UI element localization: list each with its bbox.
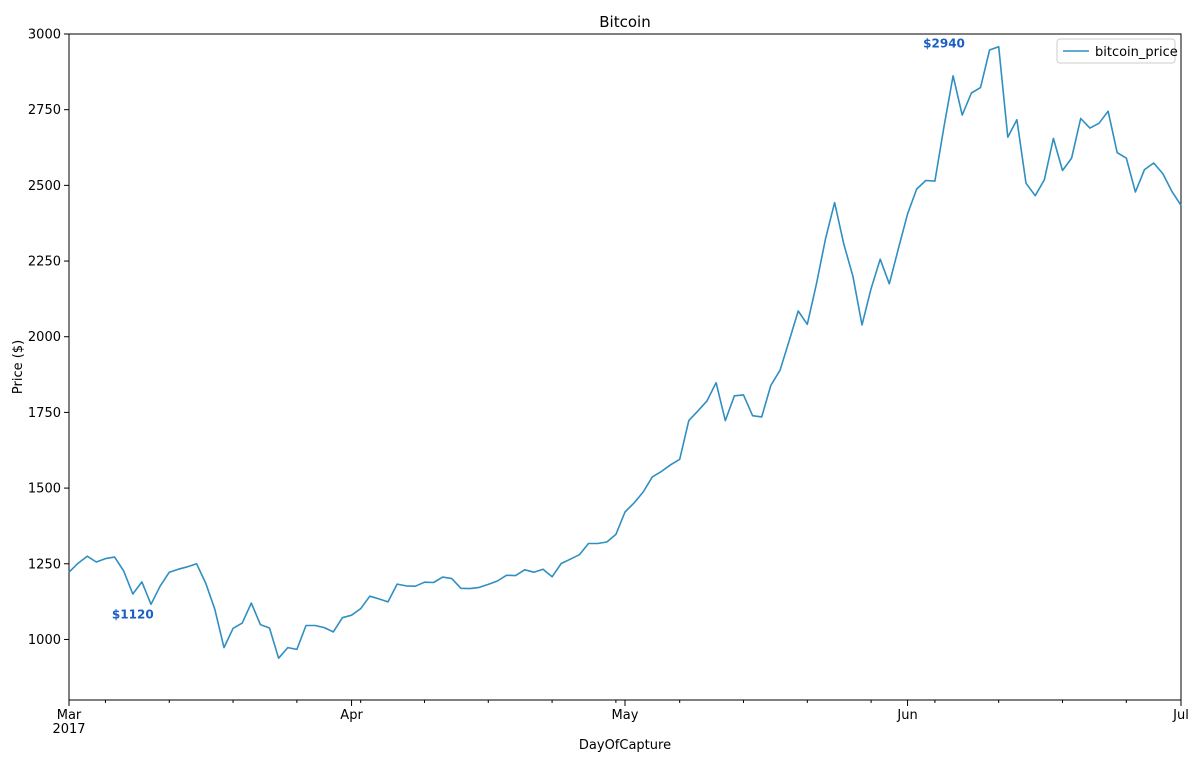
y-tick-label: 1250 — [28, 557, 61, 572]
y-tick-label: 1750 — [28, 406, 61, 421]
y-tick-label: 2250 — [28, 255, 61, 270]
legend: bitcoin_price — [1056, 38, 1178, 64]
annotation-layer: $1120 $2940 — [112, 37, 965, 622]
y-axis-title: Price ($) — [11, 340, 26, 394]
annotation-label: $2940 — [923, 37, 965, 51]
y-tick-label: 2750 — [28, 103, 61, 118]
plot-area — [68, 33, 1182, 701]
x-tick-label: May — [612, 708, 639, 723]
x-axis-title: DayOfCapture — [579, 738, 671, 753]
y-axis: 1000 1250 1500 1750 2000 2250 2500 2750 3000 — [28, 28, 69, 648]
series-layer — [68, 45, 1182, 660]
legend-box — [1056, 38, 1176, 64]
series-line-bitcoin-price — [68, 45, 1182, 660]
annotation-label: $1120 — [112, 607, 154, 621]
y-tick-label: 2500 — [28, 179, 61, 194]
y-tick-label: 1000 — [28, 633, 61, 648]
x-tick-label: Mar — [57, 708, 82, 723]
y-tick-label: 2000 — [28, 330, 61, 345]
x-tick-label: Jul — [1172, 708, 1189, 723]
y-tick-label: 3000 — [28, 28, 61, 43]
x-tick-label: Jun — [896, 708, 917, 723]
x-tick-sublabel: 2017 — [52, 722, 85, 737]
y-tick-label: 1500 — [28, 482, 61, 497]
plot-frame — [68, 33, 1182, 701]
x-tick-label: Apr — [340, 708, 363, 723]
chart-title: Bitcoin — [599, 13, 650, 31]
legend-label-bitcoin-price: bitcoin_price — [1095, 45, 1178, 60]
